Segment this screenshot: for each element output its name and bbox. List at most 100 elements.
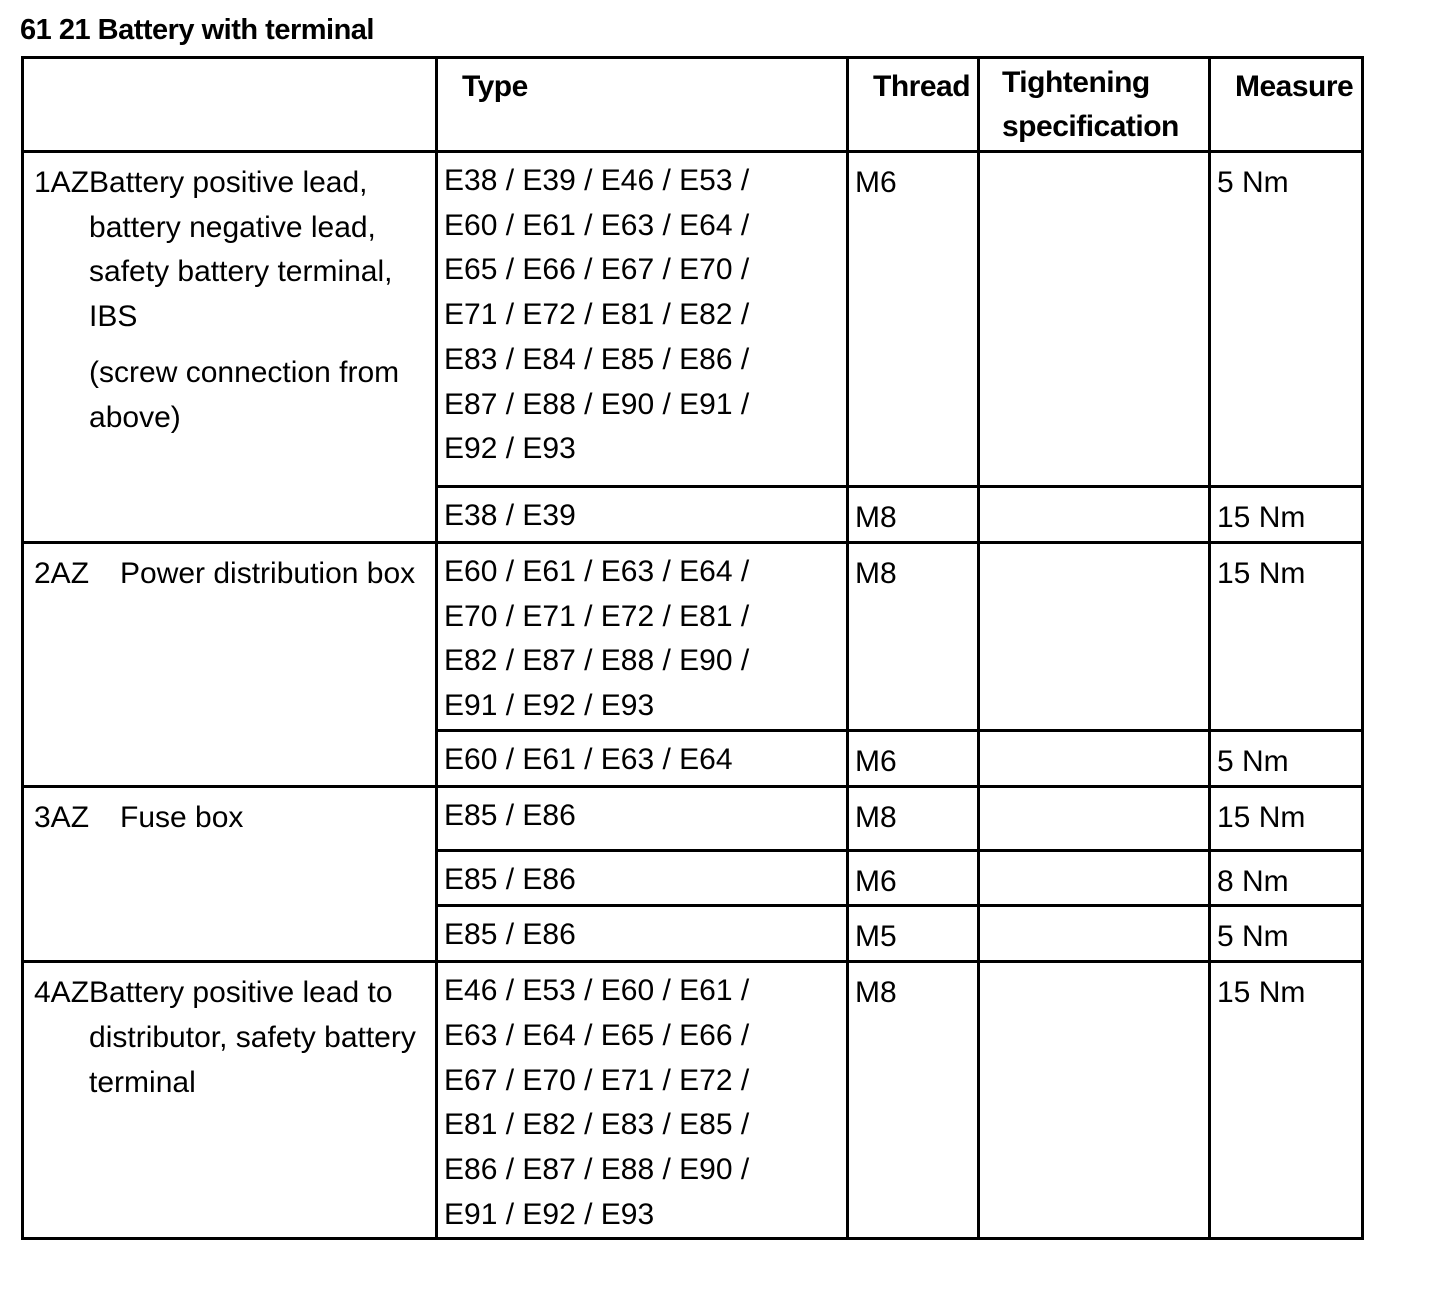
- thread-value: M6: [855, 166, 897, 199]
- header-spec-label: Tightening specification: [1002, 66, 1179, 143]
- spec-cell: [977, 541, 1211, 732]
- document-title: 61 21 Battery with terminal: [20, 14, 374, 46]
- item-cell: 1AZ Battery positive lead, battery negati…: [21, 150, 438, 544]
- thread-value: M8: [855, 557, 897, 590]
- measure-cell: 15 Nm: [1208, 541, 1364, 732]
- type-value: E85 / E86: [444, 862, 576, 896]
- spec-value: [980, 852, 1208, 860]
- type-value: E85 / E86: [444, 798, 576, 832]
- thread-cell: M6: [846, 729, 980, 788]
- measure-cell: 8 Nm: [1208, 848, 1364, 908]
- spec-cell: [977, 729, 1211, 788]
- item-description: Battery positive lead, battery negative …: [89, 161, 435, 440]
- header-measure: Measure: [1208, 56, 1364, 153]
- measure-value: 15 Nm: [1217, 501, 1306, 534]
- type-value: E85 / E86: [444, 918, 576, 952]
- item-code: 1AZ: [34, 166, 90, 199]
- header-measure-label: Measure: [1235, 70, 1354, 103]
- measure-value: 15 Nm: [1217, 800, 1306, 834]
- measure-value: 8 Nm: [1217, 864, 1289, 898]
- table-row: 2AZ Power distribution box E60 / E61 / E63…: [21, 541, 1364, 788]
- type-cell: E85 / E86: [435, 904, 849, 964]
- header-type-label: Type: [462, 70, 528, 103]
- item-code: 3AZ: [34, 800, 90, 834]
- spec-cell: [977, 904, 1211, 964]
- table-row: E85 / E86 M6 8 Nm: [23, 848, 1364, 908]
- spec-cell: [977, 784, 1211, 852]
- item-cell: 3AZ Fuse box: [21, 784, 438, 964]
- spec-value: [980, 153, 1208, 161]
- spec-value: [980, 732, 1208, 740]
- thread-value: M8: [855, 800, 897, 834]
- thread-cell: M6: [846, 150, 980, 488]
- description-text: Fuse box: [120, 800, 244, 834]
- spec-cell: [977, 960, 1211, 1241]
- measure-cell: 5 Nm: [1208, 904, 1364, 964]
- item-description: Power distribution box: [120, 552, 415, 597]
- type-value: E60 / E61 / E63 / E64: [444, 743, 733, 776]
- measure-value: 5 Nm: [1217, 920, 1289, 954]
- spec-value: [980, 488, 1208, 496]
- header-thread-label: Thread: [873, 70, 971, 103]
- spec-cell: [977, 150, 1211, 488]
- measure-value: 5 Nm: [1217, 166, 1289, 199]
- type-value: E46 / E53 / E60 / E61 / E63 / E64 / E65 …: [444, 974, 750, 1231]
- type-cell: E38 / E39 / E46 / E53 / E60 / E61 / E63 …: [435, 150, 849, 488]
- thread-cell: M8: [846, 541, 980, 732]
- type-cell: E38 / E39: [435, 485, 849, 544]
- measure-cell: 15 Nm: [1208, 784, 1364, 852]
- item-description: Fuse box: [120, 796, 243, 841]
- type-value: E38 / E39 / E46 / E53 / E60 / E61 / E63 …: [444, 164, 750, 466]
- thread-value: M8: [855, 976, 897, 1010]
- header-blank: [21, 56, 438, 153]
- spec-value: [980, 963, 1208, 971]
- item-description: Battery positive lead to distributor, sa…: [89, 971, 435, 1105]
- measure-value: 5 Nm: [1217, 745, 1289, 778]
- type-cell: E46 / E53 / E60 / E61 / E63 / E64 / E65 …: [435, 960, 849, 1241]
- spec-value: [980, 544, 1208, 552]
- header-type: Type: [435, 56, 849, 153]
- thread-value: M5: [855, 920, 897, 954]
- thread-cell: M6: [846, 848, 980, 908]
- spec-cell: [977, 485, 1211, 544]
- thread-cell: M8: [846, 784, 980, 852]
- type-cell: E85 / E86: [435, 784, 849, 852]
- measure-value: 15 Nm: [1217, 557, 1306, 590]
- thread-value: M6: [855, 745, 897, 778]
- thread-cell: M5: [846, 904, 980, 964]
- table-row: E60 / E61 / E63 / E64 M6 5 Nm: [23, 729, 1364, 788]
- thread-cell: M8: [846, 960, 980, 1241]
- header-thread: Thread: [846, 56, 980, 153]
- header-row: Type Thread Tightening specification Mea…: [21, 56, 1364, 153]
- measure-value: 15 Nm: [1217, 976, 1306, 1010]
- item-cell: 2AZ Power distribution box: [21, 541, 438, 788]
- item-code: 2AZ: [34, 557, 90, 590]
- measure-cell: 15 Nm: [1208, 485, 1364, 544]
- table-row: 1AZ Battery positive lead, battery negati…: [21, 150, 1364, 544]
- thread-cell: M8: [846, 485, 980, 544]
- description-text: Battery positive lead to distributor, sa…: [89, 976, 416, 1099]
- description-text: Power distribution box: [120, 557, 416, 590]
- thread-value: M6: [855, 864, 897, 898]
- spec-value: [980, 788, 1208, 796]
- thread-value: M8: [855, 501, 897, 534]
- spec-value: [980, 907, 1208, 915]
- measure-cell: 5 Nm: [1208, 729, 1364, 788]
- table-row: 4AZ Battery positive lead to distributor,…: [21, 960, 1364, 1241]
- type-value: E60 / E61 / E63 / E64 / E70 / E71 / E72 …: [444, 555, 750, 723]
- table-row: 3AZ Fuse box E85 / E86 M8 15 Nm: [21, 784, 1364, 964]
- spec-cell: [977, 848, 1211, 908]
- header-spec: Tightening specification: [977, 56, 1211, 153]
- measure-cell: 5 Nm: [1208, 150, 1364, 488]
- item-cell: 4AZ Battery positive lead to distributor,…: [21, 960, 438, 1241]
- description-text: (screw connection from above): [89, 355, 400, 434]
- type-value: E38 / E39: [444, 499, 576, 532]
- description-text: Battery positive lead, battery negative …: [89, 166, 393, 334]
- measure-cell: 15 Nm: [1208, 960, 1364, 1241]
- table-row: E38 / E39 M8 15 Nm: [23, 485, 1364, 544]
- type-cell: E60 / E61 / E63 / E64: [435, 729, 849, 788]
- torque-spec-table: Type Thread Tightening specification Mea…: [21, 56, 1364, 1241]
- type-cell: E85 / E86: [435, 848, 849, 908]
- type-cell: E60 / E61 / E63 / E64 / E70 / E71 / E72 …: [435, 541, 849, 732]
- table-row: E85 / E86 M5 5 Nm: [23, 904, 1364, 964]
